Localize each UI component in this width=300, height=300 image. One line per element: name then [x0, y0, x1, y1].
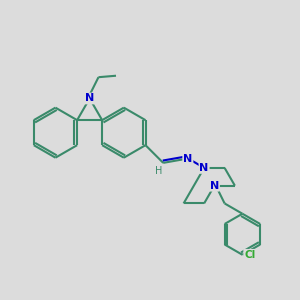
- Text: Cl: Cl: [244, 250, 255, 260]
- Text: H: H: [155, 166, 163, 176]
- Text: N: N: [85, 94, 94, 103]
- Text: N: N: [200, 163, 209, 173]
- Text: N: N: [183, 154, 193, 164]
- Text: N: N: [210, 181, 219, 191]
